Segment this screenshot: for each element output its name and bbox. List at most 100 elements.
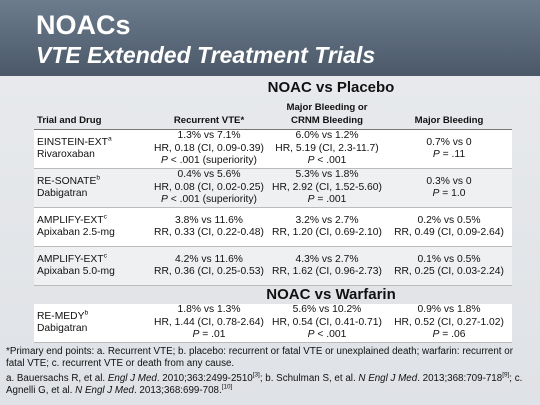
text-run: 0.2% vs 0.5%: [417, 214, 481, 226]
cell-line: HR, 1.44 (CI, 0.78-2.64): [153, 317, 265, 329]
cell-line: 3.8% vs 11.6%: [153, 215, 265, 227]
cell-line: RE-MEDYb: [37, 309, 147, 323]
cell-line: EINSTEIN-EXTa: [37, 135, 147, 149]
cell-line: AMPLIFY-EXTc: [37, 252, 147, 266]
text-run: Rivaroxaban: [37, 149, 95, 160]
sup-text: b: [96, 174, 101, 182]
p-text: P: [161, 155, 168, 167]
sup-text: c: [103, 252, 107, 260]
cell-line: HR, 5.19 (CI, 2.3-11.7): [271, 143, 383, 155]
column-header: Major Bleeding: [386, 97, 513, 130]
column-header-line: CRNM Bleeding: [291, 114, 363, 126]
italic-text: N Engl J Med: [75, 385, 134, 397]
cell-line: 1.3% vs 7.1%: [153, 130, 265, 142]
cell-line: P = .06: [389, 329, 509, 341]
footnotes: *Primary end points: a. Recurrent VTE; b…: [6, 346, 534, 400]
column-header-line: Recurrent VTE*: [173, 114, 245, 126]
text-run: Apixaban 5.0-mg: [37, 266, 115, 277]
text-run: = .06: [442, 329, 466, 341]
text-run: 0.4% vs 5.6%: [177, 169, 241, 181]
cell-line: 5.6% vs 10.2%: [271, 304, 383, 316]
section-header-row: NOAC vs Placebo: [34, 79, 512, 97]
text-run: RR, 0.25 (CI, 0.03-2.24): [394, 266, 504, 277]
table-row: AMPLIFY-EXTc Apixaban 5.0-mg 4.2% vs 11.6%…: [34, 246, 513, 286]
text-run: 3.2% vs 2.7%: [295, 214, 359, 226]
text-run: < .001 (superiority): [170, 194, 257, 206]
text-run: a. Bauersachs R, et al.: [6, 372, 108, 384]
table-row: EINSTEIN-EXTa Rivaroxaban 1.3% vs 7.1% HR, …: [34, 129, 513, 169]
text-run: RR, 1.20 (CI, 0.69-2.10): [272, 227, 382, 238]
result-cell: 4.3% vs 2.7% RR, 1.62 (CI, 0.96-2.73): [268, 246, 386, 286]
text-run: . 2013;368:709-718: [417, 372, 503, 384]
cell-line: P < .001 (superiority): [153, 155, 265, 167]
text-run: RE-MEDY: [37, 310, 85, 322]
cell-line: P = .01: [153, 329, 265, 341]
text-run: < .001 (superiority): [170, 155, 257, 167]
table-row: RE-MEDYb Dabigatran 1.8% vs 1.3% HR, 1.44 (…: [34, 304, 513, 343]
text-run: = .01: [202, 329, 226, 341]
sup-text: a: [107, 135, 112, 143]
cell-line: HR, 0.08 (CI, 0.02-0.25): [153, 182, 265, 194]
p-text: P: [432, 149, 440, 160]
p-text: P: [307, 194, 315, 206]
column-header: Major Bleeding or CRNM Bleeding: [268, 97, 386, 130]
text-run: . 2013;368:699-708.: [133, 385, 222, 397]
result-cell: 0.3% vs 0 P = 1.0: [386, 168, 513, 208]
cell-line: 0.9% vs 1.8%: [389, 304, 509, 316]
text-run: HR, 5.19 (CI, 2.3-11.7): [275, 142, 379, 154]
text-run: = 1.0: [442, 188, 466, 199]
text-run: ; c. Agnelli G, et al.: [6, 372, 523, 397]
text-run: RR, 1.62 (CI, 0.96-2.73): [272, 266, 382, 277]
text-run: = .11: [442, 149, 466, 160]
cell-line: 1.8% vs 1.3%: [153, 304, 265, 316]
section-header-row: NOAC vs Warfarin: [34, 286, 512, 305]
text-run: Dabigatran: [37, 188, 88, 199]
text-run: RR, 0.33 (CI, 0.22-0.48): [154, 227, 264, 238]
text-run: = .001: [317, 194, 347, 206]
sup-text: [10]: [221, 383, 233, 391]
trial-cell: AMPLIFY-EXTc Apixaban 2.5-mg: [34, 207, 150, 247]
cell-line: 0.4% vs 5.6%: [153, 169, 265, 181]
italic-text: N Engl J Med: [358, 372, 418, 384]
title: NOACs: [36, 10, 131, 40]
trial-cell: EINSTEIN-EXTa Rivaroxaban: [34, 129, 150, 169]
text-run: 5.3% vs 1.8%: [295, 169, 359, 181]
cell-line: P < .001 (superiority): [153, 194, 265, 206]
cell-line: 0.7% vs 0: [389, 137, 509, 149]
section-title: NOAC vs Placebo: [267, 78, 395, 96]
column-header-line: Major Bleeding: [414, 114, 484, 126]
result-cell: 1.8% vs 1.3% HR, 1.44 (CI, 0.78-2.64) P = .…: [150, 304, 268, 343]
text-run: HR, 0.08 (CI, 0.02-0.25): [154, 181, 264, 193]
result-cell: 3.2% vs 2.7% RR, 1.20 (CI, 0.69-2.10): [268, 207, 386, 247]
section-title: NOAC vs Warfarin: [266, 285, 396, 303]
result-cell: 0.1% vs 0.5% RR, 0.25 (CI, 0.03-2.24): [386, 246, 513, 286]
p-text: P: [192, 329, 200, 341]
text-run: 0.9% vs 1.8%: [417, 304, 481, 316]
cell-line: 3.2% vs 2.7%: [271, 215, 383, 227]
text-run: RR, 0.36 (CI, 0.25-0.53): [154, 266, 264, 277]
p-text: P: [307, 155, 315, 167]
cell-line: HR, 0.54 (CI, 0.41-0.71): [271, 317, 383, 329]
text-run: 4.3% vs 2.7%: [295, 253, 359, 265]
cell-line: P < .001: [271, 155, 383, 167]
cell-line: AMPLIFY-EXTc: [37, 213, 147, 227]
text-run: HR, 0.18 (CI, 0.09-0.39): [154, 142, 264, 154]
text-run: ; b. Schulman S, et al.: [259, 372, 359, 384]
p-text: P: [432, 329, 440, 341]
cell-line: RR, 0.49 (CI, 0.09-2.64): [389, 227, 509, 239]
column-header-row: Trial and Drug Recurrent VTE* Major Bleedi…: [34, 97, 513, 130]
text-run: 3.8% vs 11.6%: [175, 214, 243, 226]
result-cell: 1.3% vs 7.1% HR, 0.18 (CI, 0.09-0.39) P < .…: [150, 129, 268, 169]
header-band: NOACs VTE Extended Treatment Trials: [0, 0, 540, 76]
cell-line: P = .11: [389, 149, 509, 161]
cell-line: P = .001: [271, 194, 383, 206]
result-cell: 5.3% vs 1.8% HR, 2.92 (CI, 1.52-5.60) P = .…: [268, 168, 386, 208]
text-run: 5.6% vs 10.2%: [292, 304, 362, 316]
text-run: HR, 1.44 (CI, 0.78-2.64): [154, 316, 264, 328]
text-run: 6.0% vs 1.2%: [295, 130, 359, 142]
text-run: < .001: [317, 155, 347, 167]
text-run: HR, 2.92 (CI, 1.52-5.60): [272, 181, 382, 193]
cell-line: Apixaban 2.5-mg: [37, 227, 147, 239]
cell-line: 0.2% vs 0.5%: [389, 215, 509, 227]
